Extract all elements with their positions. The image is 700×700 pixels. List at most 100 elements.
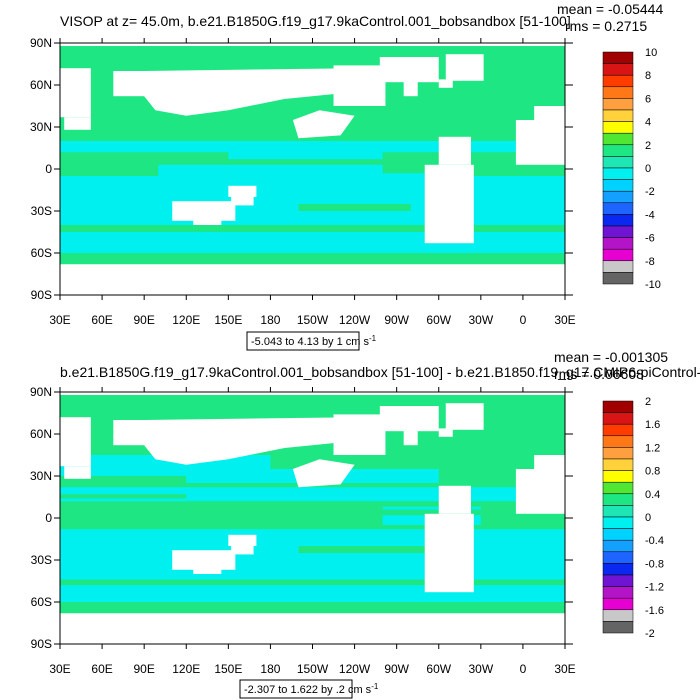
colorbar-label: 2 bbox=[645, 396, 651, 408]
y-tick-label: 60S bbox=[31, 595, 52, 609]
land-mask bbox=[231, 194, 254, 206]
panel-2: b.e21.B1850G.f19_g17.9kaControl.001_bobs… bbox=[30, 349, 700, 699]
range-label: -5.043 to 4.13 by 1 cm s-1 bbox=[251, 334, 377, 348]
colorbar-swatch bbox=[602, 98, 634, 111]
colorbar-swatch bbox=[602, 539, 634, 553]
rms-label: rms = 0.2715 bbox=[565, 18, 647, 34]
colorbar-label: -8 bbox=[645, 256, 655, 268]
colorbar-swatch bbox=[602, 109, 634, 122]
x-tick-label: 0 bbox=[520, 313, 527, 327]
range-box: -5.043 to 4.13 by 1 cm s-1 bbox=[246, 331, 377, 351]
colorbar-swatch bbox=[602, 412, 634, 425]
land-mask bbox=[193, 567, 222, 574]
colorbar-swatch bbox=[602, 237, 634, 250]
x-tick-label: 60W bbox=[426, 662, 451, 676]
colorbar-label: -1.6 bbox=[645, 605, 664, 617]
range-box: -2.307 to 1.622 by .2 cm s-1 bbox=[239, 679, 379, 699]
colorbar-swatch bbox=[602, 202, 634, 215]
colorbar-label: -2 bbox=[645, 628, 655, 640]
rms-label: rms = 0.06608 bbox=[554, 366, 644, 382]
colorbar-label: -2 bbox=[645, 186, 655, 198]
range-box-frame bbox=[239, 679, 353, 699]
positive-region bbox=[60, 225, 565, 232]
land-mask bbox=[231, 543, 254, 555]
colorbar-swatch bbox=[602, 144, 634, 157]
y-tick-label: 30S bbox=[31, 553, 52, 567]
land-mask bbox=[379, 57, 439, 83]
land-mask bbox=[424, 164, 474, 244]
land-mask bbox=[144, 68, 383, 116]
colorbar-swatch bbox=[602, 63, 634, 76]
land-mask bbox=[60, 392, 565, 395]
colorbar-swatch bbox=[602, 470, 634, 483]
x-tick-label: 30E bbox=[49, 313, 70, 327]
mean-label: mean = -0.001305 bbox=[554, 349, 668, 365]
land-mask bbox=[445, 403, 484, 430]
x-tick-label: 120E bbox=[172, 313, 200, 327]
y-tick-label: 90S bbox=[31, 288, 52, 302]
positive-region bbox=[60, 494, 187, 499]
y-tick-label: 60N bbox=[30, 427, 52, 441]
y-tick-label: 60S bbox=[31, 246, 52, 260]
y-tick-label: 30S bbox=[31, 204, 52, 218]
negative-region bbox=[60, 141, 565, 153]
x-tick-label: 150E bbox=[214, 313, 242, 327]
colorbar-swatch bbox=[602, 132, 634, 146]
x-tick-label: 30W bbox=[468, 662, 493, 676]
land-mask bbox=[403, 79, 418, 97]
colorbar-swatch bbox=[602, 597, 634, 611]
field bbox=[60, 392, 565, 644]
land-mask bbox=[193, 218, 222, 225]
land-mask bbox=[515, 120, 565, 165]
colorbar-label: 2 bbox=[645, 140, 651, 152]
colorbar-swatch bbox=[602, 609, 634, 622]
colorbar-label: 6 bbox=[645, 93, 651, 105]
colorbar-label: 0 bbox=[645, 512, 651, 524]
positive-region bbox=[60, 159, 565, 165]
colorbar-swatch bbox=[602, 51, 634, 64]
land-mask bbox=[515, 469, 565, 514]
colorbar-swatch bbox=[602, 481, 634, 495]
land-mask bbox=[534, 106, 565, 120]
range-box-frame bbox=[246, 331, 360, 351]
x-tick-label: 120E bbox=[172, 662, 200, 676]
land-mask bbox=[172, 201, 236, 221]
colorbar: 2 1.6 1.2 0.8 0.4 0 -0.4 -0.8 -1.2 -1.6 -2 bbox=[602, 396, 664, 640]
colorbar-swatch bbox=[602, 179, 634, 192]
land-mask bbox=[172, 550, 236, 570]
negative-region bbox=[158, 162, 229, 176]
land-mask bbox=[64, 117, 91, 130]
panel-1: VISOP at z= 45.0m, b.e21.B1850G.f19_g17.… bbox=[30, 1, 663, 351]
x-tick-label: 120W bbox=[339, 313, 371, 327]
colorbar-label: -0.8 bbox=[645, 558, 664, 570]
x-tick-label: 180 bbox=[260, 313, 280, 327]
x-tick-label: 150W bbox=[297, 313, 329, 327]
colorbar-swatch bbox=[602, 621, 634, 634]
x-tick-label: 60E bbox=[91, 662, 112, 676]
land-mask bbox=[60, 68, 91, 118]
negative-region bbox=[228, 148, 383, 190]
y-tick-label: 90N bbox=[30, 36, 52, 50]
y-tick-label: 0 bbox=[45, 511, 52, 525]
colorbar-label: 1.2 bbox=[645, 442, 660, 454]
y-tick-label: 30N bbox=[30, 469, 52, 483]
colorbar-swatch bbox=[602, 74, 634, 88]
colorbar-swatch bbox=[602, 167, 634, 180]
colorbar-swatch bbox=[602, 86, 634, 99]
colorbar-label: -1.2 bbox=[645, 582, 664, 594]
colorbar-swatch bbox=[602, 272, 634, 285]
colorbar-label: -10 bbox=[645, 279, 661, 291]
colorbar-swatch bbox=[602, 586, 634, 599]
land-mask bbox=[60, 613, 565, 644]
colorbar-swatch bbox=[602, 214, 634, 227]
land-mask bbox=[60, 43, 565, 46]
land-mask bbox=[292, 110, 355, 139]
x-tick-label: 60W bbox=[426, 313, 451, 327]
colorbar-swatch bbox=[602, 260, 634, 273]
x-tick-label: 150E bbox=[214, 662, 242, 676]
colorbar-swatch bbox=[602, 458, 634, 471]
colorbar-swatch bbox=[602, 551, 634, 564]
x-tick-label: 90E bbox=[133, 313, 154, 327]
x-tick-label: 90E bbox=[133, 662, 154, 676]
range-unit-exponent: -1 bbox=[371, 682, 379, 691]
